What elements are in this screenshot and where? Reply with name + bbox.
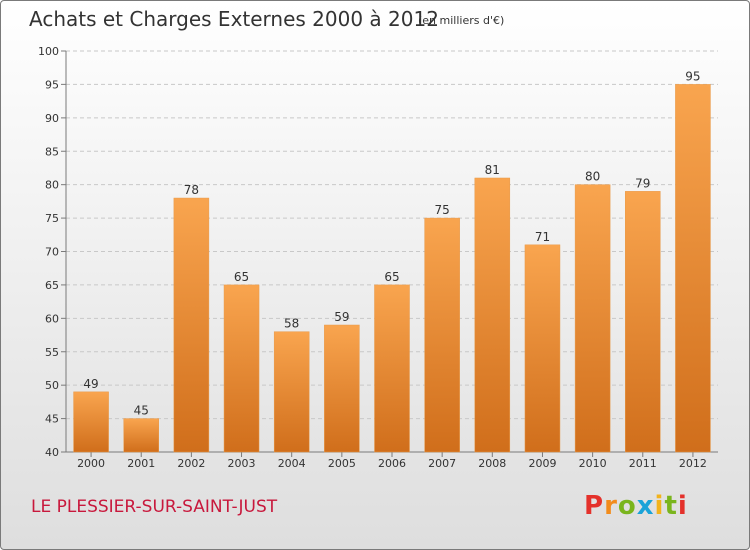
x-tick-label-2007: 2007 [428, 457, 456, 470]
bar-2010 [574, 184, 611, 453]
x-tick-label-2003: 2003 [228, 457, 256, 470]
bar-2001 [123, 418, 159, 453]
value-label-2005: 59 [334, 310, 349, 324]
y-tick-label-80: 80 [45, 179, 59, 192]
y-tick-label-70: 70 [45, 246, 59, 259]
bar-2000 [73, 391, 109, 453]
x-tick-label-2004: 2004 [278, 457, 306, 470]
logo-letter: o [617, 491, 637, 521]
x-tick-label-2012: 2012 [679, 457, 707, 470]
y-tick-label-50: 50 [45, 379, 59, 392]
y-tick-label-95: 95 [45, 78, 59, 91]
y-tick-label-85: 85 [45, 145, 59, 158]
bar-2011 [625, 191, 661, 453]
bar-2008 [474, 177, 511, 453]
x-tick-label-2008: 2008 [478, 457, 506, 470]
y-tick-label-40: 40 [45, 446, 59, 459]
value-label-2012: 95 [685, 69, 700, 83]
value-label-2002: 78 [184, 183, 199, 197]
x-tick-label-2002: 2002 [177, 457, 205, 470]
bar-2003 [223, 284, 260, 453]
value-label-2003: 65 [234, 270, 249, 284]
y-tick-label-90: 90 [45, 112, 59, 125]
logo-letter: r [604, 491, 618, 521]
bar-layer [73, 84, 711, 453]
axis-layer: 40 45 50 55 60 65 70 75 80 85 90 95 100 2000 2001 2002 2… [38, 45, 718, 470]
label-layer: 49 45 78 65 58 59 65 75 81 71 80 79 95 [83, 69, 700, 417]
value-label-2008: 81 [485, 163, 500, 177]
bar-2007 [424, 217, 460, 453]
logo-letter: P [584, 491, 605, 521]
bar-2005 [324, 324, 360, 453]
bar-2004 [273, 331, 310, 453]
logo-letter: t [664, 491, 678, 521]
bar-2006 [374, 284, 410, 453]
value-label-2009: 71 [535, 230, 550, 244]
chart-subtitle: (en milliers d'€) [418, 14, 505, 27]
proxiti-logo: Proxiti [584, 491, 688, 521]
value-label-2010: 80 [585, 170, 600, 184]
y-tick-label-55: 55 [45, 346, 59, 359]
logo-letter: i [654, 491, 665, 521]
value-label-2001: 45 [134, 404, 149, 418]
y-tick-label-60: 60 [45, 312, 59, 325]
x-tick-label-2010: 2010 [579, 457, 607, 470]
x-tick-label-2011: 2011 [629, 457, 657, 470]
value-label-2007: 75 [435, 203, 450, 217]
value-label-2004: 58 [284, 317, 299, 331]
chart-title: Achats et Charges Externes 2000 à 2012 [29, 7, 439, 31]
logo-letter: i [677, 491, 688, 521]
y-tick-label-100: 100 [38, 45, 59, 58]
y-tick-label-65: 65 [45, 279, 59, 292]
bar-2012 [675, 84, 711, 453]
bar-2009 [524, 244, 561, 453]
x-tick-label-2006: 2006 [378, 457, 406, 470]
x-tick-label-2000: 2000 [77, 457, 105, 470]
city-name: LE PLESSIER-SUR-SAINT-JUST [31, 497, 278, 517]
value-label-2000: 49 [83, 377, 98, 391]
x-tick-label-2005: 2005 [328, 457, 356, 470]
logo-letter: x [636, 491, 655, 521]
x-tick-label-2001: 2001 [127, 457, 155, 470]
bar-2002 [173, 197, 210, 453]
y-tick-label-45: 45 [45, 413, 59, 426]
value-label-2011: 79 [635, 176, 650, 190]
x-tick-label-2009: 2009 [528, 457, 556, 470]
y-tick-label-75: 75 [45, 212, 59, 225]
value-label-2006: 65 [384, 270, 399, 284]
